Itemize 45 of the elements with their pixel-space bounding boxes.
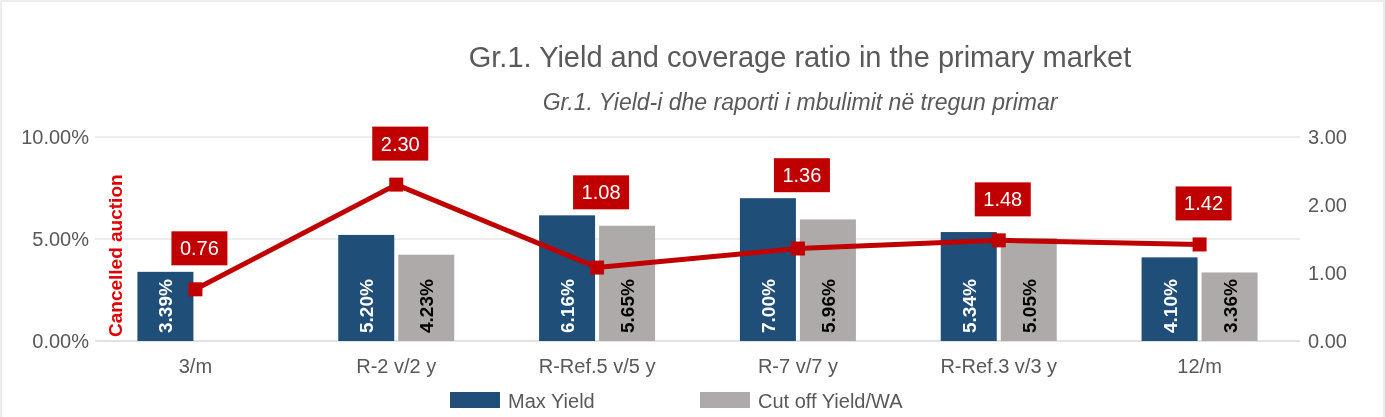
data-label: 3.36% [1219,279,1241,333]
legend-label: Cut off Yield/WA [758,390,904,412]
x-tick-label: 3/m [178,355,213,377]
point [790,241,805,256]
y2-tick-label: 1.00 [1308,262,1347,284]
data-label: 3.39% [155,279,177,333]
data-label: 5.65% [617,279,639,333]
bar [338,234,395,341]
x-tick-label: R-Ref.3 v/3 y [940,355,1058,377]
data-label: 1.48 [983,188,1023,211]
legend-label: Max Yield [508,390,595,412]
x-tick-label: R-2 v/2 y [356,355,437,377]
bar [1141,257,1198,341]
data-label: 4.10% [1159,279,1181,333]
point [991,233,1006,248]
data-label: 7.00% [757,279,779,333]
data-label: 6.16% [557,279,579,333]
point [188,282,203,297]
y2-tick-label: 3.00 [1308,126,1347,148]
data-label: 5.34% [958,279,980,333]
y2-tick-label: 0.00 [1308,330,1347,352]
y2-tick-label: 2.00 [1308,194,1347,216]
chart-subtitle: Gr.1. Yield-i dhe raporti i mbulimit në tregun primar [542,89,1059,115]
data-label: 5.20% [356,279,378,333]
annotation: Cancelled auction [105,174,126,337]
point [389,177,404,192]
data-label: 5.05% [1018,279,1040,333]
data-label: 0.76 [179,237,219,260]
chart-title: Gr.1. Yield and coverage ratio in the primary market [468,41,1132,73]
y-tick-label: 0.00% [32,330,90,352]
x-tick-label: 12/m [1177,355,1222,377]
bar [398,254,455,341]
data-label: 1.42 [1184,192,1224,215]
point [1192,237,1207,252]
point [590,260,605,275]
bar [739,198,796,341]
data-label: 5.96% [817,279,839,333]
x-tick-label: R-Ref.5 v/5 y [538,355,656,377]
y-tick-label: 10.00% [21,126,90,148]
x-tick-label: R-7 v/7 y [757,355,838,377]
data-label: 4.23% [416,279,438,333]
y-tick-label: 5.00% [32,228,90,250]
data-label: 1.36 [782,164,822,187]
data-label: 1.08 [581,181,621,204]
data-label: 2.30 [380,132,420,155]
